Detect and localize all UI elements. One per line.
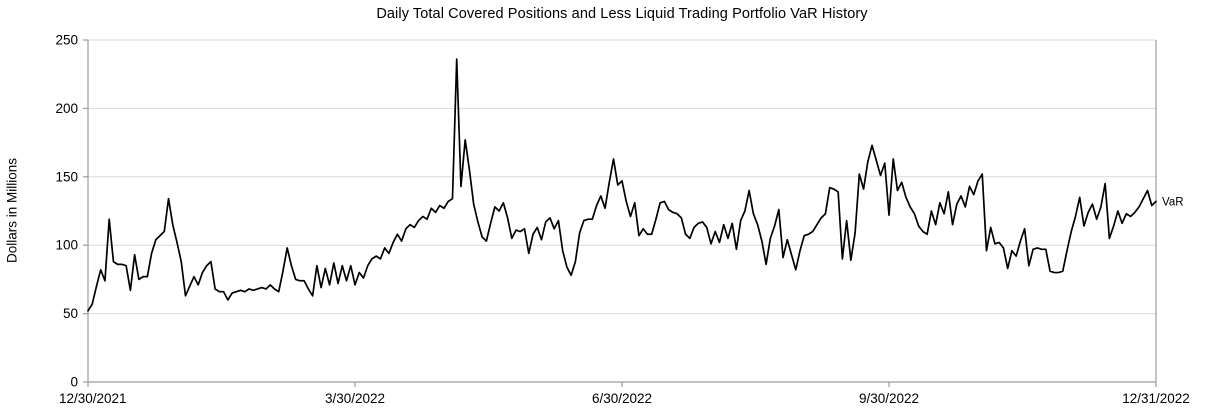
y-tick-label-0: 0: [70, 375, 78, 390]
x-tick-label-2: 6/30/2022: [592, 391, 652, 406]
var-series-line: [87, 58, 1157, 312]
y-axis-title: Dollars in Millions: [4, 157, 20, 264]
y-tick-label-200: 200: [55, 101, 78, 116]
y-tick-label-250: 250: [55, 33, 78, 48]
x-tick-label-1: 3/30/2022: [325, 391, 385, 406]
y-tick-label-100: 100: [55, 238, 78, 253]
y-tick-label-50: 50: [63, 306, 78, 321]
chart-title: Daily Total Covered Positions and Less L…: [376, 6, 868, 22]
y-tick-label-150: 150: [55, 169, 78, 184]
x-tick-label-3: 9/30/2022: [859, 391, 919, 406]
x-tick-label-0: 12/30/2021: [59, 391, 127, 406]
x-tick-label-4: 12/31/2022: [1122, 391, 1190, 406]
series-label-var: VaR: [1162, 196, 1184, 208]
